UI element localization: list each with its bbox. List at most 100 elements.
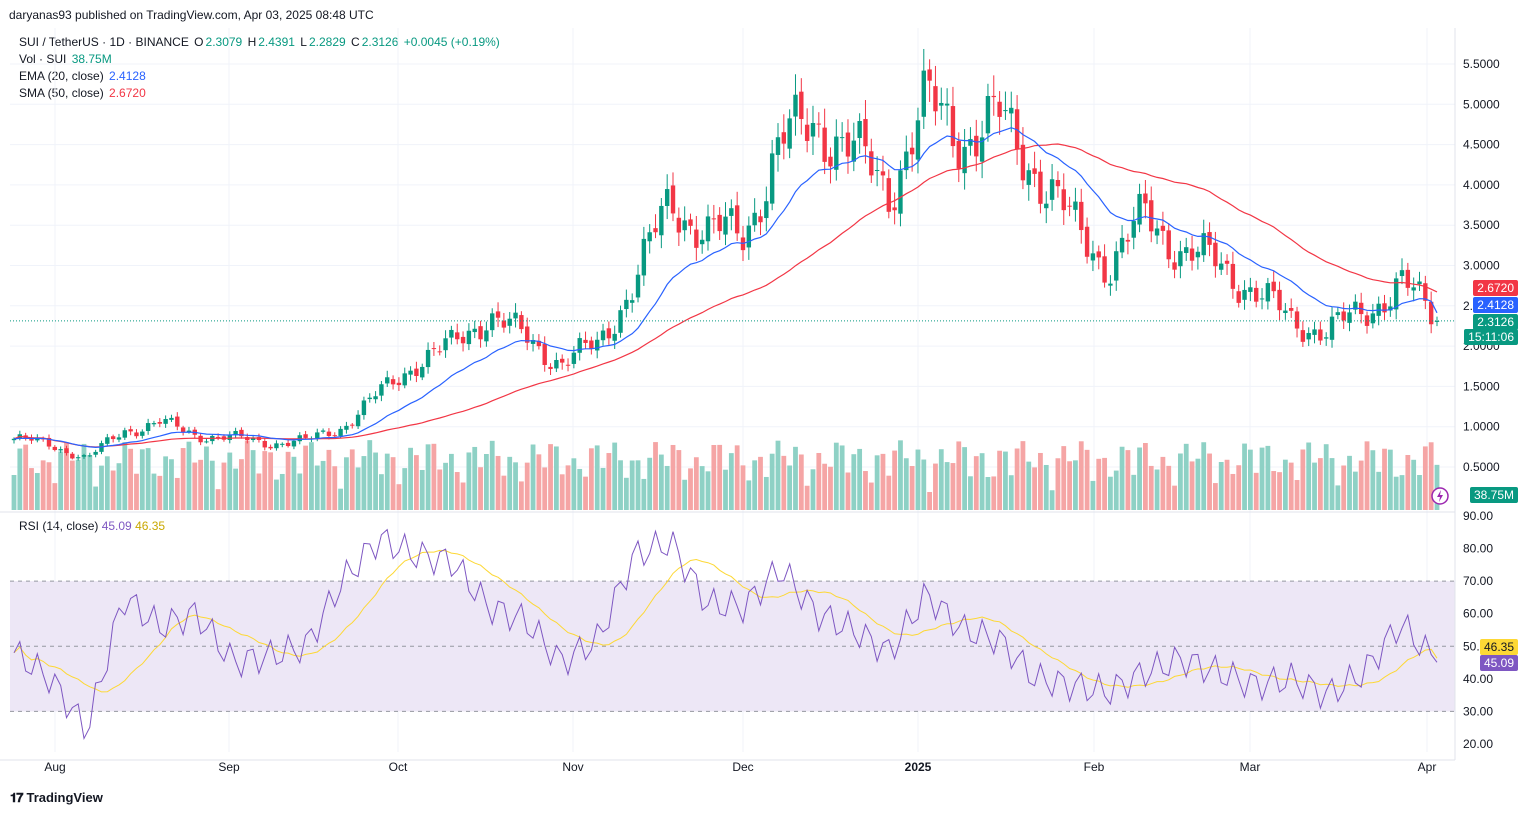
candle-body [1049,179,1055,200]
candle [653,214,658,239]
volume-bar [1405,454,1411,510]
volume-bar [64,442,69,510]
candle-body [1003,110,1008,112]
candle-body [110,436,116,440]
sma-50-line [13,143,1438,448]
candle [268,444,273,451]
candle-body [1411,287,1416,291]
candle-body [828,156,833,167]
candle [979,120,985,179]
volume-bar [787,465,793,510]
candle-body [892,207,897,211]
candle-body [746,225,752,248]
candle [874,156,880,187]
ema-20-line [13,127,1438,449]
volume-bar [419,469,425,510]
volume-bar [670,444,676,510]
candle [350,423,355,429]
candle-body [1061,189,1066,211]
candle [775,123,781,172]
volume-bar [536,454,542,510]
candle-body [268,446,273,449]
rsi-ma-value: 46.35 [135,519,166,533]
candle-body [297,435,302,442]
candle [140,429,145,439]
candle [857,113,862,154]
candle [420,363,425,381]
candle-body [1265,283,1271,302]
volume-badge: 38.75M [1469,487,1518,503]
volume-bar [1055,458,1061,510]
volume-bar [746,480,752,510]
candle-body [437,351,442,353]
time-axis-label: Sep [218,760,240,774]
candle [1178,240,1183,279]
volume-bar [1358,460,1364,510]
tradingview-brand[interactable]: 𝟏𝟕 TradingView [10,790,103,806]
volume-bar [1329,458,1335,510]
candle-body [285,442,291,447]
candle-body [466,330,472,345]
candle [1259,288,1265,310]
volume-bar [775,440,781,510]
volume-bar [425,444,431,510]
volume-bar [909,466,915,510]
candle [320,428,326,434]
candle [1131,206,1136,250]
candle [396,377,402,391]
candle-body [1341,311,1346,321]
time-axis-label: Feb [1084,760,1105,774]
lightning-icon-bolt [1437,490,1443,502]
candle [105,433,110,446]
volume-bar [933,463,938,510]
volume-bar [1032,467,1037,510]
sma-legend[interactable]: SMA (50, close) 2.6720 [19,86,148,100]
time-axis-label: Nov [562,760,583,774]
candle-body [239,429,244,437]
candle-body [548,366,553,369]
candle [554,352,559,373]
volume-bar [1172,485,1177,510]
candle-body [921,70,926,117]
volume-bar [717,444,723,510]
volume-bar [548,444,553,510]
candle-body [280,443,285,445]
volume-bar [454,472,460,510]
candle-body [991,95,996,98]
candle [169,414,174,423]
volume-bar [903,458,909,510]
volume-bar [256,473,262,510]
candle-body [1219,263,1224,270]
candle-body [1434,320,1440,322]
volume-bar [1166,465,1172,510]
volume-bar [711,445,717,510]
ema-legend[interactable]: EMA (20, close) 2.4128 [19,69,148,83]
countdown-badge: 15:11:06 [1464,329,1518,345]
volume-bar [373,452,378,510]
candle-body [880,171,886,176]
candle-body [705,216,711,242]
candle-body [1329,316,1335,340]
candle-body [1114,251,1119,281]
candle [1166,223,1171,269]
candle [1137,183,1142,233]
candle-body [536,340,542,347]
volume-bar [1247,449,1253,510]
candle [956,132,961,183]
candle-body [385,377,390,384]
volume-bar [29,468,34,510]
candle-body [810,123,816,137]
volume-bar [641,478,647,510]
rsi-legend[interactable]: RSI (14, close) 45.09 46.35 [19,519,165,533]
volume-bar [1399,475,1405,510]
candle-body [594,339,600,351]
candle [1172,250,1177,279]
volume-bar [174,477,180,510]
candle-body [664,189,670,206]
candle [904,135,909,180]
candle-body [1189,248,1195,261]
candle-body [414,368,419,377]
candle-body [915,120,921,160]
